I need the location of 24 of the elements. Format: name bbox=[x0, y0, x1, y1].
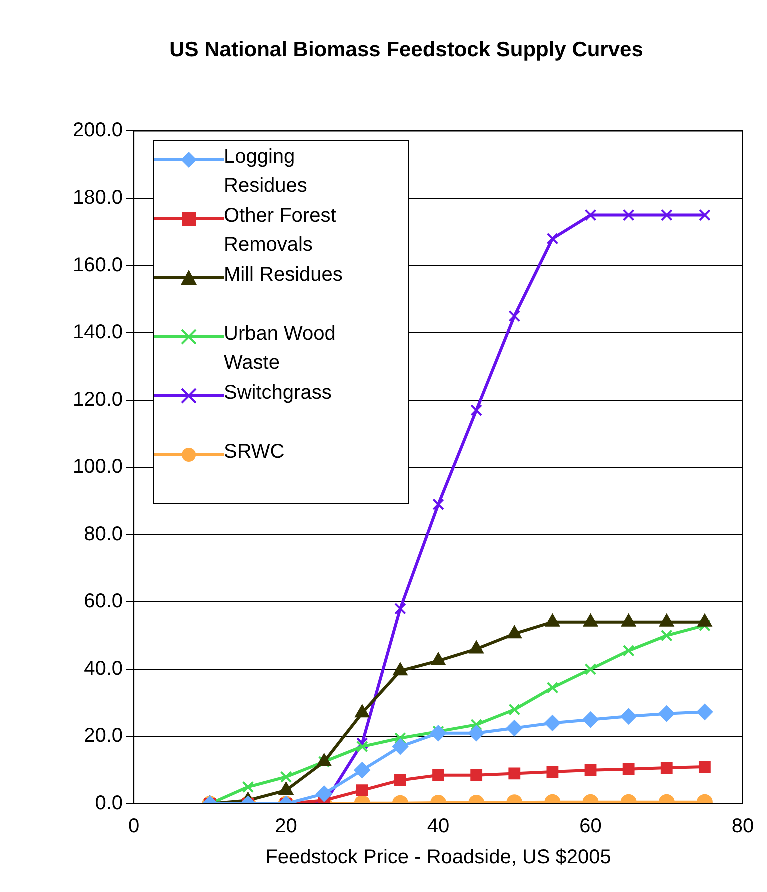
y-tick-label: 200.0 bbox=[72, 120, 124, 142]
legend-label: Mill Residues bbox=[224, 263, 344, 288]
y-tick-label: 180.0 bbox=[72, 186, 124, 209]
y-tick-label: 120.0 bbox=[72, 388, 124, 411]
y-tick-label: 60.0 bbox=[84, 590, 124, 613]
chart-title: US National Biomass Feedstock Supply Curves bbox=[170, 38, 644, 62]
y-tick-label: 140.0 bbox=[72, 322, 124, 344]
y-tick-label: 80.0 bbox=[84, 523, 124, 546]
y-tick-label: 20.0 bbox=[84, 725, 124, 748]
x-tick-label: 80 bbox=[732, 816, 754, 838]
y-tick-label: 40.0 bbox=[84, 658, 124, 680]
legend-label: Switchgrass bbox=[224, 381, 333, 406]
y-tick-label: 160.0 bbox=[72, 254, 124, 276]
x-tick-label: 0 bbox=[128, 816, 140, 838]
y-tick-label: 0.0 bbox=[95, 792, 124, 815]
x-tick-label: 60 bbox=[580, 816, 602, 838]
x-tick-label: 20 bbox=[275, 816, 298, 838]
legend-label: Logging Residues bbox=[224, 145, 308, 199]
legend-label: Urban Wood Waste bbox=[224, 322, 337, 376]
x-axis-title: Feedstock Price - Roadside, US $2005 bbox=[266, 846, 612, 869]
legend-label: Other Forest Removals bbox=[224, 204, 338, 258]
x-tick-label: 40 bbox=[427, 816, 450, 838]
y-tick-label: 100.0 bbox=[72, 456, 124, 478]
legend-label: SRWC bbox=[224, 440, 286, 465]
